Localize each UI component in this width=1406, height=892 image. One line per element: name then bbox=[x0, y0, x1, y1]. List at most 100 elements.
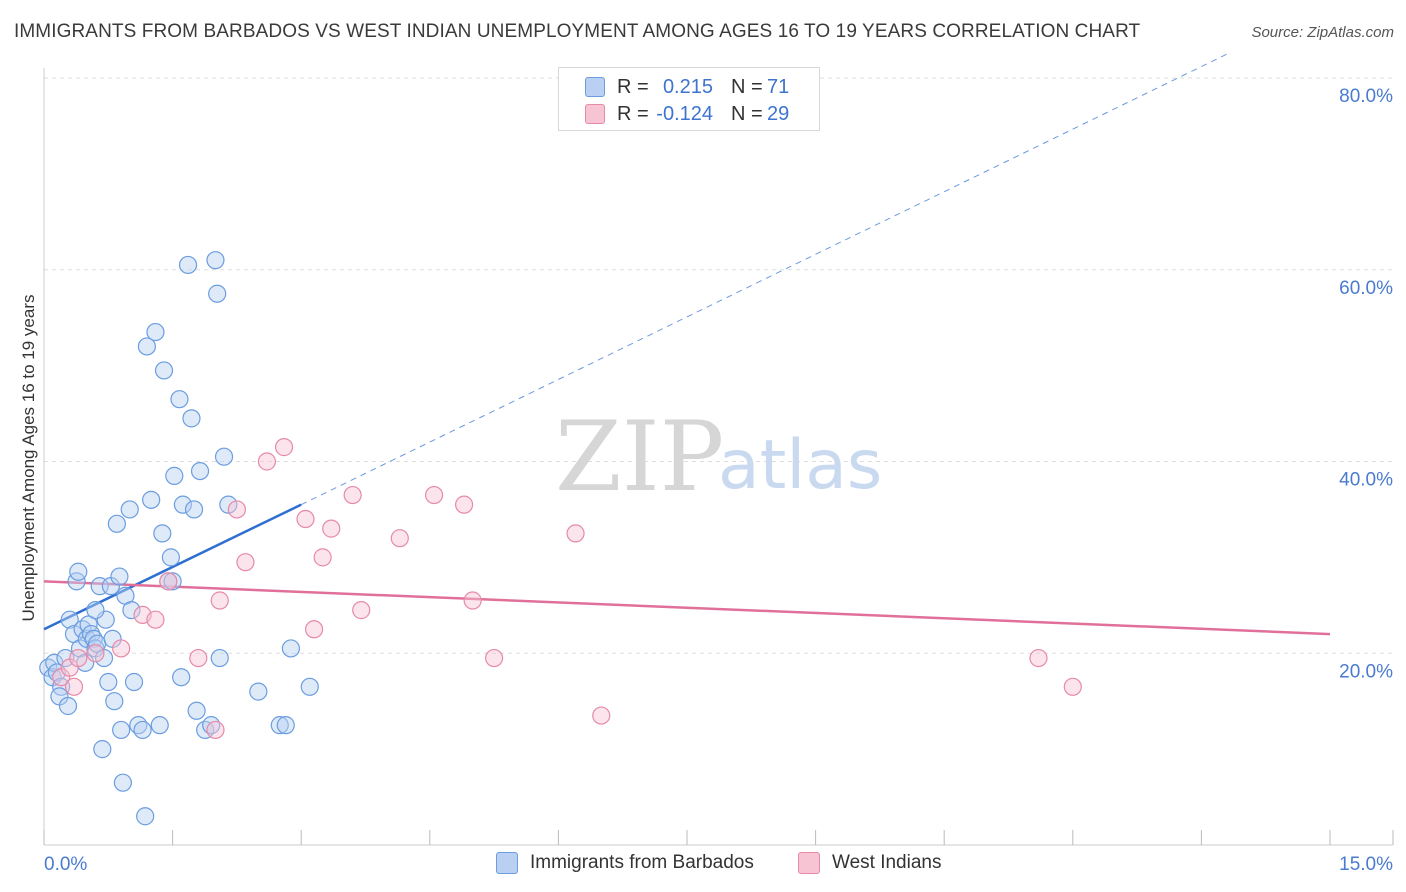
point-barbados bbox=[219, 495, 238, 514]
watermark: ZIP atlas bbox=[555, 401, 882, 513]
point-barbados bbox=[133, 720, 152, 740]
watermark-atlas: atlas bbox=[718, 426, 882, 505]
legend-r-label: R = bbox=[617, 102, 649, 125]
point-barbados bbox=[99, 672, 118, 692]
trend-line-west-indians bbox=[43, 580, 1331, 636]
legend-r-label: R = bbox=[617, 75, 649, 98]
point-west-indians bbox=[352, 601, 371, 620]
point-barbados bbox=[165, 466, 184, 485]
point-barbados bbox=[173, 495, 192, 514]
point-barbados bbox=[190, 461, 210, 481]
point-west-indians bbox=[485, 648, 504, 668]
bottom-legend-west-indians: West Indians bbox=[798, 852, 941, 874]
point-barbados bbox=[93, 740, 112, 759]
point-barbados bbox=[137, 337, 156, 356]
point-barbados bbox=[110, 567, 129, 586]
x-tick-label-min: 0.0% bbox=[44, 854, 87, 875]
point-west-indians bbox=[304, 620, 324, 639]
point-west-indians bbox=[566, 524, 585, 543]
y-tick-label: 80.0% bbox=[1339, 86, 1393, 107]
bottom-legend-swatch-blue bbox=[496, 852, 518, 874]
y-tick-label: 60.0% bbox=[1339, 278, 1393, 299]
point-barbados bbox=[142, 490, 161, 509]
point-west-indians bbox=[210, 591, 229, 610]
point-barbados bbox=[124, 672, 144, 692]
point-barbados bbox=[196, 720, 215, 740]
legend-row-west-indians: R = -0.124 N = 29 bbox=[585, 102, 789, 126]
point-barbados bbox=[300, 677, 319, 696]
point-barbados bbox=[146, 322, 165, 342]
watermark-zip: ZIP bbox=[555, 401, 724, 513]
point-barbados bbox=[184, 500, 204, 519]
point-barbados bbox=[82, 624, 101, 644]
point-barbados bbox=[281, 639, 301, 658]
y-tick-label: 20.0% bbox=[1339, 661, 1393, 682]
point-west-indians bbox=[454, 495, 474, 514]
point-west-indians bbox=[257, 452, 277, 471]
point-west-indians bbox=[64, 677, 84, 696]
correlation-legend: R = 0.215 N = 71 R = -0.124 N = 29 bbox=[558, 67, 820, 131]
point-west-indians bbox=[1063, 677, 1082, 696]
point-west-indians bbox=[227, 500, 246, 519]
legend-n-label: N = bbox=[731, 102, 763, 125]
point-west-indians bbox=[296, 509, 315, 529]
point-barbados bbox=[214, 447, 234, 466]
point-barbados bbox=[58, 696, 78, 716]
point-barbados bbox=[94, 648, 114, 668]
point-barbados bbox=[270, 716, 289, 735]
bottom-legend-barbados: Immigrants from Barbados bbox=[496, 852, 754, 874]
point-west-indians bbox=[592, 706, 611, 725]
point-barbados bbox=[187, 701, 206, 720]
point-west-indians bbox=[236, 553, 255, 572]
y-axis-label: Unemployment Among Ages 16 to 19 years bbox=[19, 295, 38, 622]
point-barbados bbox=[178, 255, 198, 275]
point-west-indians bbox=[424, 485, 444, 505]
point-barbados bbox=[56, 648, 75, 668]
legend-n-value: 71 bbox=[767, 75, 790, 98]
point-barbados bbox=[107, 514, 126, 533]
legend-n-value: 29 bbox=[767, 102, 790, 125]
bottom-legend-label-west-indians: West Indians bbox=[832, 852, 942, 873]
legend-r-value: 0.215 bbox=[662, 75, 713, 98]
trend-line-barbados-extended bbox=[300, 53, 1228, 506]
legend-n-label: N = bbox=[731, 75, 763, 98]
trend-lines bbox=[43, 53, 1331, 636]
bottom-legend-swatch-pink bbox=[798, 852, 820, 874]
legend-swatch-blue bbox=[585, 77, 605, 97]
point-barbados bbox=[136, 807, 155, 826]
point-barbados bbox=[170, 390, 189, 409]
point-barbados bbox=[60, 610, 79, 629]
point-barbados bbox=[153, 524, 172, 543]
point-west-indians bbox=[274, 438, 294, 457]
point-barbados bbox=[208, 284, 227, 303]
point-barbados bbox=[276, 716, 295, 735]
point-west-indians bbox=[69, 648, 88, 668]
point-barbados bbox=[161, 548, 180, 567]
point-barbados bbox=[249, 682, 268, 701]
point-barbados bbox=[39, 658, 58, 677]
point-west-indians bbox=[1029, 648, 1048, 668]
axes bbox=[43, 68, 1393, 846]
point-barbados bbox=[113, 773, 132, 792]
point-barbados bbox=[206, 251, 225, 270]
x-tick-marks bbox=[43, 830, 1394, 845]
point-barbados bbox=[172, 668, 191, 687]
point-barbados bbox=[105, 692, 124, 711]
legend-swatch-pink bbox=[585, 104, 605, 124]
point-barbados bbox=[154, 361, 174, 380]
point-west-indians bbox=[206, 720, 225, 740]
point-west-indians bbox=[86, 644, 105, 663]
source-label: Source: ZipAtlas.com bbox=[1251, 24, 1394, 41]
bottom-legend-label-barbados: Immigrants from Barbados bbox=[530, 852, 754, 873]
legend-row-barbados: R = 0.215 N = 71 bbox=[585, 75, 789, 99]
x-tick-label-max: 15.0% bbox=[1339, 854, 1393, 875]
point-west-indians bbox=[390, 529, 409, 548]
chart-title: IMMIGRANTS FROM BARBADOS VS WEST INDIAN … bbox=[14, 21, 1141, 42]
point-west-indians bbox=[463, 591, 482, 610]
point-barbados bbox=[120, 500, 139, 519]
point-west-indians bbox=[322, 519, 341, 538]
point-barbados bbox=[122, 601, 141, 620]
data-points bbox=[39, 251, 1082, 826]
point-barbados bbox=[182, 409, 201, 428]
point-west-indians bbox=[313, 548, 332, 567]
